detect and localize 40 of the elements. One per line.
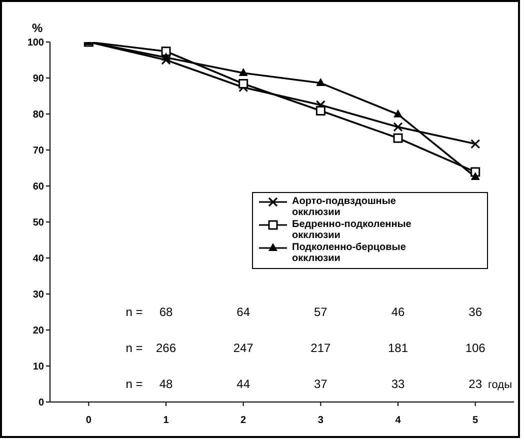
y-tick-label: 70 — [32, 146, 44, 157]
annotation: 64 — [236, 305, 250, 319]
annotation: 46 — [391, 305, 405, 319]
y-tick-label: 50 — [32, 218, 44, 229]
y-tick-label: 60 — [32, 182, 44, 193]
annotation: 217 — [310, 341, 331, 355]
y-tick-label: 20 — [32, 326, 44, 337]
annotation: 247 — [233, 341, 254, 355]
x-axis-title: годы — [488, 379, 512, 391]
legend-label: Аорто-подвздошные окклюзии — [292, 196, 397, 218]
annotation: 68 — [159, 305, 173, 319]
annotation: 181 — [388, 341, 408, 355]
x-tick-label: 3 — [318, 415, 324, 426]
y-tick-label: 10 — [32, 362, 44, 373]
y-tick-label: 80 — [32, 110, 44, 121]
y-tick-label: 0 — [38, 398, 44, 409]
annotation: 106 — [465, 341, 486, 355]
y-tick-label: 30 — [32, 290, 44, 301]
annotation: 33 — [391, 377, 405, 391]
annotation: 36 — [468, 305, 482, 319]
legend-label: Подколенно-берцовые окклюзии — [292, 242, 407, 264]
annotation: 44 — [236, 377, 250, 391]
annotation: 37 — [314, 377, 328, 391]
legend-label: Бедренно-подколенные окклюзии — [292, 219, 412, 241]
annotation: n = — [126, 377, 143, 391]
x-tick-label: 0 — [86, 415, 92, 426]
annotation: 23 — [468, 377, 482, 391]
y-tick-label: 40 — [32, 254, 44, 265]
x-tick-label: 2 — [240, 415, 247, 426]
annotation: 57 — [314, 305, 328, 319]
x-tick-label: 4 — [395, 415, 402, 426]
annotation: 266 — [156, 341, 176, 355]
x-tick-label: 1 — [163, 415, 170, 426]
y-axis-title: % — [32, 21, 43, 35]
x-tick-label: 5 — [472, 415, 479, 426]
y-tick-label: 100 — [27, 38, 44, 49]
y-tick-label: 90 — [32, 74, 44, 85]
annotation: 48 — [159, 377, 173, 391]
annotation: n = — [126, 305, 143, 319]
annotation: n = — [126, 341, 143, 355]
